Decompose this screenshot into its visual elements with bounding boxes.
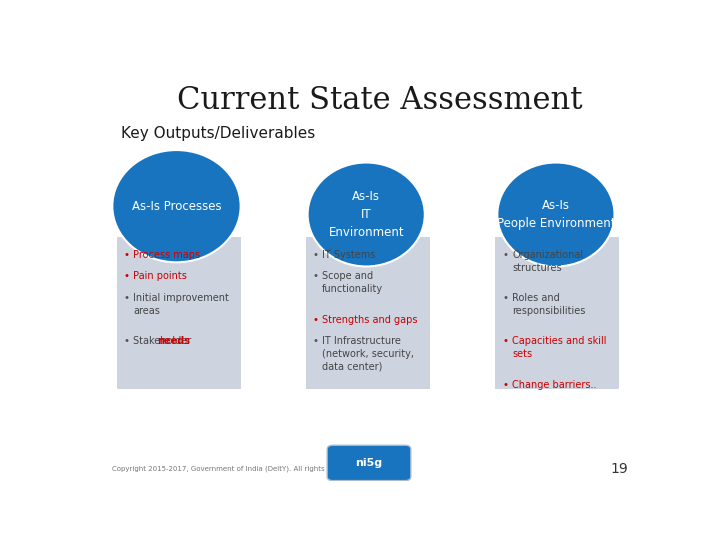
Text: ni5g: ni5g	[356, 458, 382, 468]
Text: •: •	[312, 272, 319, 281]
Text: •: •	[124, 293, 130, 303]
Text: 19: 19	[611, 462, 629, 476]
Text: As-Is Processes: As-Is Processes	[132, 200, 221, 213]
Text: •: •	[503, 336, 509, 346]
Text: Strengths and gaps: Strengths and gaps	[322, 315, 418, 325]
Text: •: •	[312, 315, 319, 325]
Text: •: •	[503, 250, 509, 260]
Text: Initial improvement
areas: Initial improvement areas	[133, 293, 229, 316]
FancyBboxPatch shape	[306, 238, 430, 389]
Text: Organizational
structures: Organizational structures	[513, 250, 583, 273]
Text: Stakeholder: Stakeholder	[133, 336, 194, 346]
Text: •: •	[503, 293, 509, 303]
Text: Capacities and skill
sets: Capacities and skill sets	[513, 336, 607, 359]
Text: Key Outputs/Deliverables: Key Outputs/Deliverables	[121, 126, 315, 141]
Text: Scope and
functionality: Scope and functionality	[322, 272, 383, 294]
Text: Roles and
responsibilities: Roles and responsibilities	[513, 293, 586, 316]
Text: •: •	[124, 336, 130, 346]
Text: •: •	[124, 250, 130, 260]
Text: As-Is
IT
Environment: As-Is IT Environment	[328, 190, 404, 239]
Text: •: •	[312, 336, 319, 346]
Text: Current State Assessment: Current State Assessment	[177, 85, 583, 116]
FancyBboxPatch shape	[495, 238, 619, 389]
Text: IT Infrastructure
(network, security,
data center): IT Infrastructure (network, security, da…	[322, 336, 414, 372]
Text: •: •	[312, 250, 319, 260]
Text: Copyright 2015-2017, Government of India (DeitY). All rights reserved: Copyright 2015-2017, Government of India…	[112, 465, 358, 472]
FancyBboxPatch shape	[327, 446, 411, 481]
Ellipse shape	[498, 163, 615, 266]
FancyBboxPatch shape	[117, 238, 240, 389]
Text: Change barriers..: Change barriers..	[513, 380, 597, 389]
Text: IT Systems: IT Systems	[322, 250, 376, 260]
Text: As-Is
People Environment: As-Is People Environment	[497, 199, 615, 230]
Ellipse shape	[307, 163, 425, 266]
Text: •: •	[124, 272, 130, 281]
Text: •: •	[503, 380, 509, 389]
Text: Pain points: Pain points	[133, 272, 187, 281]
Ellipse shape	[112, 150, 240, 262]
Text: Process maps: Process maps	[133, 250, 200, 260]
Text: needs: needs	[157, 336, 190, 346]
